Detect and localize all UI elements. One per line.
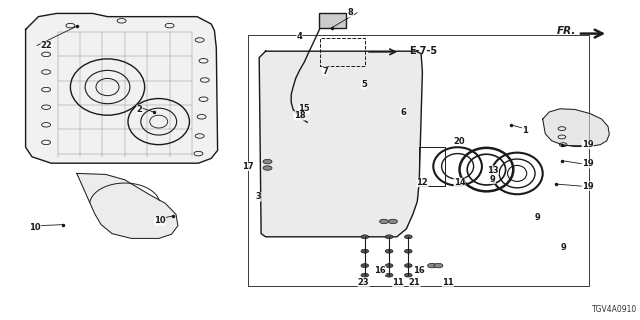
Polygon shape [259, 51, 422, 237]
Circle shape [361, 264, 369, 268]
Text: 10: 10 [154, 216, 166, 225]
Circle shape [380, 219, 388, 224]
Circle shape [404, 235, 412, 239]
Text: 22: 22 [41, 41, 52, 50]
Polygon shape [77, 173, 178, 238]
Circle shape [361, 273, 369, 277]
Circle shape [434, 263, 443, 268]
Text: 13: 13 [487, 166, 499, 175]
Text: FR.: FR. [557, 26, 576, 36]
Circle shape [428, 263, 436, 268]
Text: 23: 23 [358, 278, 369, 287]
Circle shape [385, 264, 393, 268]
Text: 16: 16 [374, 266, 386, 275]
Text: 21: 21 [409, 278, 420, 287]
Text: 11: 11 [392, 278, 404, 287]
Circle shape [385, 235, 393, 239]
Circle shape [404, 273, 412, 277]
Polygon shape [543, 109, 609, 147]
Text: 5: 5 [361, 80, 367, 89]
Text: 2: 2 [136, 105, 143, 114]
Text: 15: 15 [298, 104, 310, 113]
Text: 9: 9 [490, 175, 495, 184]
Text: 6: 6 [400, 108, 406, 116]
Text: 19: 19 [582, 182, 593, 191]
Text: 17: 17 [243, 162, 254, 171]
Text: 9: 9 [561, 243, 566, 252]
Text: 12: 12 [417, 178, 428, 187]
Circle shape [404, 249, 412, 253]
Bar [248, 35, 589, 286]
Circle shape [361, 249, 369, 253]
Text: 19: 19 [582, 159, 593, 168]
Text: 19: 19 [582, 140, 593, 149]
Text: 11: 11 [442, 278, 454, 287]
Text: 9: 9 [535, 213, 540, 222]
Polygon shape [26, 13, 218, 163]
Circle shape [361, 235, 369, 239]
Text: 20: 20 [454, 137, 465, 146]
Bar [319, 13, 346, 28]
Circle shape [385, 249, 393, 253]
Text: 7: 7 [323, 67, 328, 76]
Text: 8: 8 [348, 8, 353, 17]
Circle shape [388, 219, 397, 224]
Text: TGV4A0910: TGV4A0910 [591, 305, 637, 314]
Text: 16: 16 [413, 266, 425, 275]
Circle shape [263, 166, 272, 170]
Circle shape [404, 264, 412, 268]
Text: 14: 14 [454, 178, 465, 187]
Text: 4: 4 [296, 32, 303, 41]
Bar [320, 38, 365, 66]
Text: 1: 1 [522, 126, 528, 135]
Text: 3: 3 [256, 192, 261, 201]
Circle shape [263, 159, 272, 164]
Text: 10: 10 [29, 223, 41, 232]
Circle shape [385, 273, 393, 277]
Text: 18: 18 [294, 111, 305, 120]
Text: E-7-5: E-7-5 [410, 46, 438, 56]
